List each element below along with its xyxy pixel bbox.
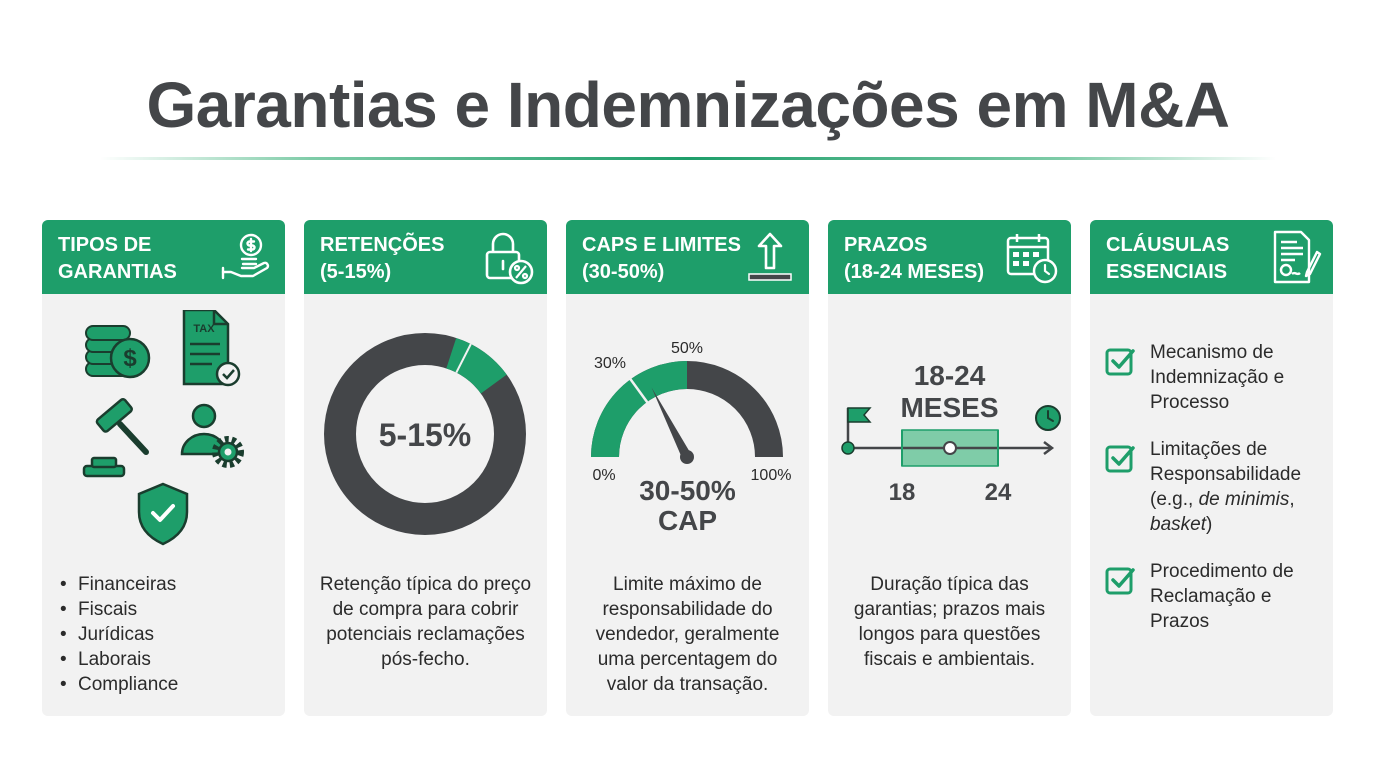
- cap-gauge: 0% 100% 30% 50%: [591, 340, 792, 484]
- card-description: Duração típica das garantias; prazos mai…: [853, 574, 1046, 670]
- gauge-divider: [628, 377, 649, 404]
- card-header: PRAZOS (18-24 MESES): [828, 220, 1071, 294]
- checkbox-check-icon: [1105, 445, 1135, 473]
- card-description: Retenção típica do preço de compra para …: [319, 574, 532, 670]
- clock-icon: [1035, 405, 1061, 431]
- timeline: 18 24: [841, 405, 1061, 506]
- cap-label: 30-50% CAP: [639, 475, 736, 536]
- timeline-end-label: 24: [985, 479, 1012, 506]
- card-header: RETENÇÕES (5-15%): [304, 220, 547, 294]
- svg-text:$: $: [123, 345, 137, 372]
- flag-icon: [841, 407, 872, 455]
- gauge-high-label: 50%: [671, 340, 703, 357]
- card-timeframes: PRAZOS (18-24 MESES) 18-24 MESES: [828, 220, 1071, 716]
- donut-highlight: [445, 337, 507, 394]
- gauge-range: [591, 361, 688, 458]
- card-caps: CAPS E LIMITES (30-50%) 0% 100% 30% 50% …: [566, 220, 809, 716]
- list-item: Jurídicas: [60, 622, 278, 647]
- list-item: Compliance: [60, 672, 278, 697]
- timeline-marker: [943, 441, 957, 455]
- donut-base: [324, 333, 526, 535]
- donut-divider: [455, 343, 472, 373]
- list-item: Mecanismo de Indemnização e Processo: [1104, 340, 1326, 415]
- clauses-list: Mecanismo de Indemnização e Processo Lim…: [1104, 340, 1326, 656]
- card-header: TIPOS DE GARANTIAS: [42, 220, 285, 294]
- title-divider: [100, 157, 1276, 160]
- gavel-icon: [82, 398, 149, 478]
- timeline-bounds: [901, 430, 999, 466]
- timeline-headline: 18-24 MESES: [900, 360, 999, 423]
- shield-check-icon: [137, 482, 189, 546]
- lock-percent-icon: [485, 232, 534, 285]
- list-item: Limitações de Responsabilidade (e.g., de…: [1104, 437, 1326, 537]
- card-header: CAPS E LIMITES (30-50%): [566, 220, 809, 294]
- list-item: Laborais: [60, 647, 278, 672]
- coins-dollar-icon: $: [85, 325, 151, 379]
- svg-text:TAX: TAX: [193, 323, 215, 335]
- card-title: PRAZOS (18-24 MESES): [844, 234, 985, 283]
- person-gear-icon: [180, 403, 244, 468]
- card-retentions: RETENÇÕES (5-15%) 5-15% Retenção típica …: [304, 220, 547, 716]
- donut-label: 5-15%: [379, 417, 472, 453]
- checkbox-check-icon: [1105, 348, 1135, 376]
- gauge-min-label: 0%: [592, 467, 615, 484]
- gauge-low-label: 30%: [594, 355, 626, 372]
- money-hand-icon: [221, 233, 270, 280]
- card-guarantee-types: TIPOS DE GARANTIAS $: [42, 220, 285, 716]
- checkbox-check-icon: [1105, 567, 1135, 595]
- card-title: RETENÇÕES (5-15%): [320, 234, 445, 283]
- list-item: Financeiras: [60, 572, 278, 597]
- calendar-clock-icon: [1006, 234, 1058, 284]
- contract-pen-icon: [1273, 230, 1322, 284]
- retention-donut: 5-15%: [324, 333, 526, 535]
- gauge-hub: [680, 450, 694, 464]
- card-title: TIPOS DE GARANTIAS: [58, 234, 177, 283]
- timeline-arrow: [1043, 441, 1055, 455]
- page-title: Garantias e Indemnizações em M&A: [146, 69, 1230, 141]
- list-item: Fiscais: [60, 597, 278, 622]
- arrow-up-limit-icon: [748, 232, 792, 281]
- timeline-start-label: 18: [889, 479, 916, 506]
- gauge-max-label: 100%: [751, 467, 792, 484]
- icon-grid: $ TAX: [42, 308, 285, 550]
- card-clauses: CLÁUSULAS ESSENCIAIS Mecanismo de Indemn…: [1090, 220, 1333, 716]
- tax-document-icon: TAX: [182, 308, 241, 387]
- list-item: Procedimento de Reclamação e Prazos: [1104, 559, 1326, 634]
- card-description: Limite máximo de responsabilidade do ven…: [595, 574, 780, 695]
- card-title: CLÁUSULAS ESSENCIAIS: [1106, 234, 1230, 283]
- guarantee-types-list: Financeiras Fiscais Jurídicas Laborais C…: [60, 572, 278, 697]
- card-header: CLÁUSULAS ESSENCIAIS: [1090, 220, 1333, 294]
- gauge-needle: [651, 387, 692, 460]
- card-title: CAPS E LIMITES (30-50%): [582, 234, 741, 283]
